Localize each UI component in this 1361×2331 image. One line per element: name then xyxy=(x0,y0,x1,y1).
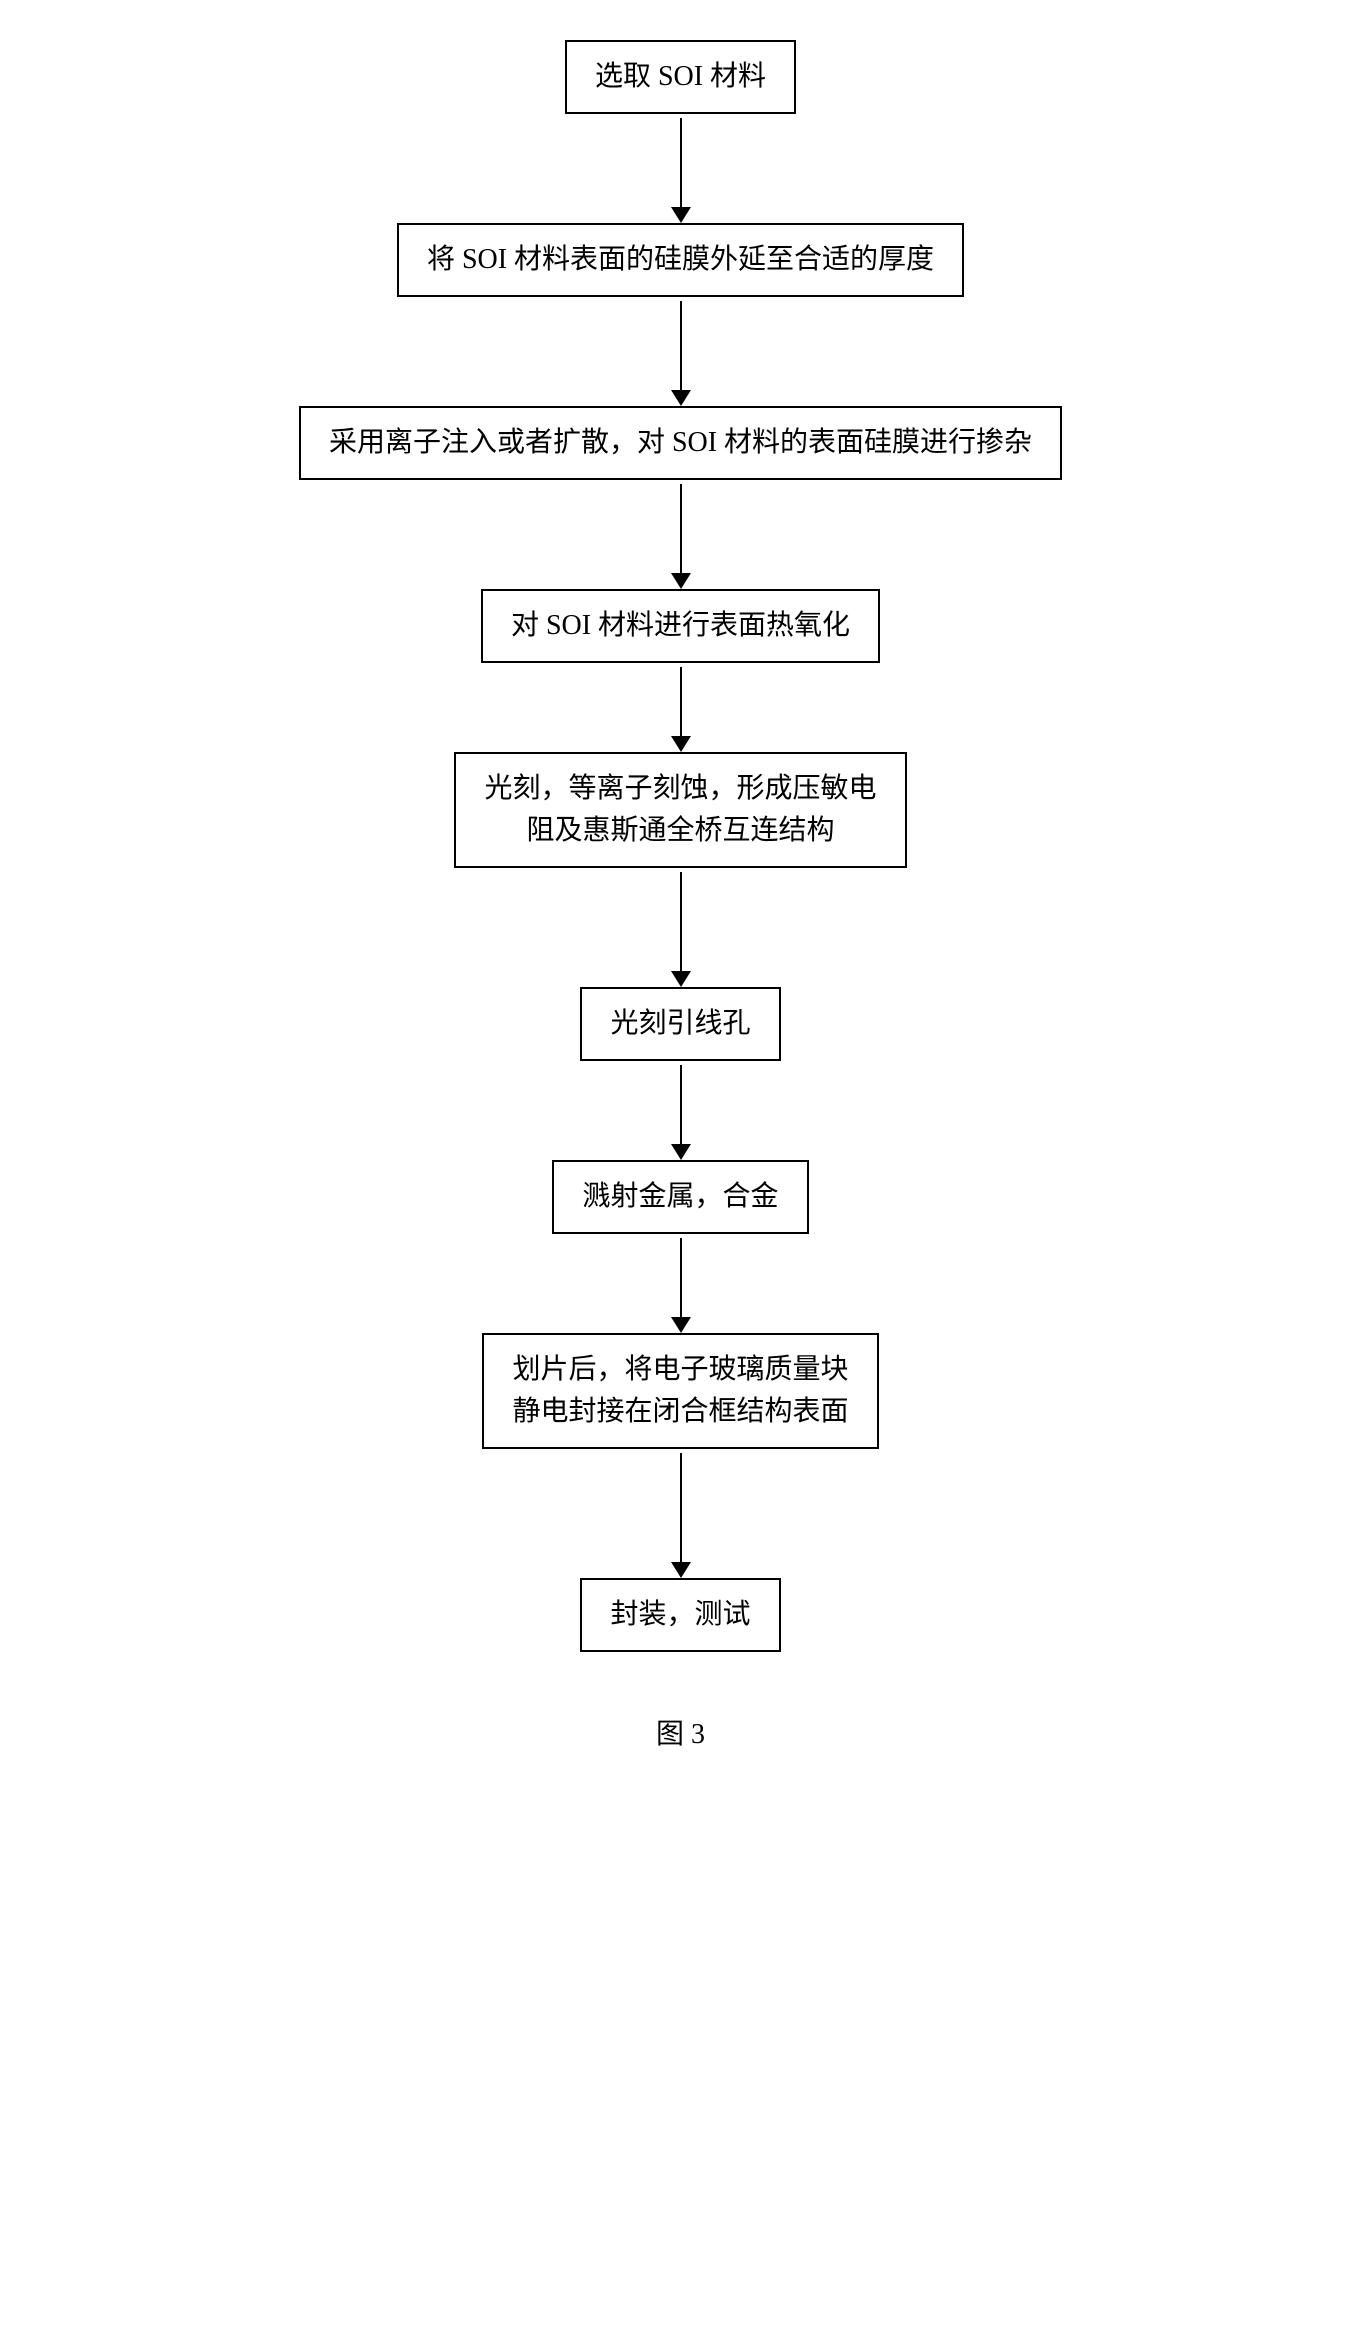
flow-step-6: 光刻引线孔 xyxy=(580,987,780,1061)
flow-step-8: 划片后，将电子玻璃质量块 静电封接在闭合框结构表面 xyxy=(482,1333,878,1449)
arrow-line xyxy=(680,301,682,391)
arrow-head-icon xyxy=(671,573,691,589)
flow-step-1: 选取 SOI 材料 xyxy=(565,40,796,114)
arrow-line xyxy=(680,484,682,574)
arrow-2 xyxy=(671,301,691,406)
arrow-line xyxy=(680,667,682,737)
flow-step-9: 封装，测试 xyxy=(580,1578,780,1652)
arrow-3 xyxy=(671,484,691,589)
flow-step-5: 光刻，等离子刻蚀，形成压敏电 阻及惠斯通全桥互连结构 xyxy=(454,752,906,868)
arrow-6 xyxy=(671,1065,691,1160)
arrow-line xyxy=(680,118,682,208)
arrow-5 xyxy=(671,872,691,987)
arrow-line xyxy=(680,872,682,972)
arrow-head-icon xyxy=(671,390,691,406)
arrow-line xyxy=(680,1453,682,1563)
flow-step-7: 溅射金属，合金 xyxy=(552,1160,808,1234)
arrow-4 xyxy=(671,667,691,752)
flow-step-3: 采用离子注入或者扩散，对 SOI 材料的表面硅膜进行掺杂 xyxy=(299,406,1062,480)
arrow-line xyxy=(680,1238,682,1318)
arrow-7 xyxy=(671,1238,691,1333)
arrow-head-icon xyxy=(671,971,691,987)
arrow-head-icon xyxy=(671,1144,691,1160)
figure-caption: 图 3 xyxy=(656,1712,705,1752)
arrow-head-icon xyxy=(671,1562,691,1578)
arrow-head-icon xyxy=(671,207,691,223)
arrow-head-icon xyxy=(671,1317,691,1333)
flow-step-2: 将 SOI 材料表面的硅膜外延至合适的厚度 xyxy=(397,223,964,297)
arrow-8 xyxy=(671,1453,691,1578)
arrow-1 xyxy=(671,118,691,223)
flowchart-container: 选取 SOI 材料 将 SOI 材料表面的硅膜外延至合适的厚度 采用离子注入或者… xyxy=(231,40,1131,1652)
arrow-head-icon xyxy=(671,736,691,752)
flow-step-4: 对 SOI 材料进行表面热氧化 xyxy=(481,589,880,663)
arrow-line xyxy=(680,1065,682,1145)
